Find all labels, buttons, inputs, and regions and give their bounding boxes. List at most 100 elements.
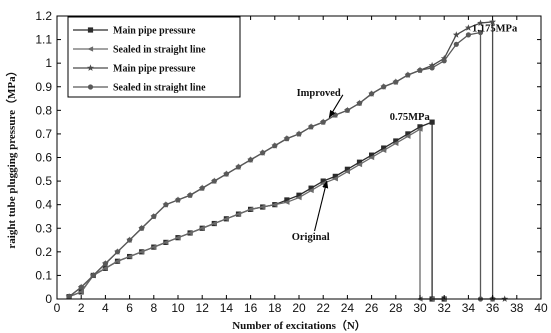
- series-2-point: [235, 211, 242, 217]
- series-2-point: [174, 235, 181, 241]
- x-tick-label: 30: [413, 301, 427, 315]
- legend-label: Main pipe pressure: [113, 64, 196, 75]
- series-2-point: [295, 194, 302, 201]
- series-2-point: [126, 253, 133, 260]
- legend-marker: [87, 46, 94, 52]
- series-2-point: [271, 202, 278, 208]
- x-tick-label: 18: [268, 301, 282, 315]
- series-3-point: [428, 61, 436, 69]
- series-4-point: [393, 79, 399, 85]
- series-4-point: [102, 261, 108, 267]
- y-tick-label: 0.1: [35, 268, 52, 282]
- x-tick-label: 16: [244, 301, 258, 315]
- annotation-improved-arrow: [328, 94, 344, 119]
- series-2-point: [404, 133, 411, 139]
- series-4-point: [296, 131, 302, 137]
- series-4-point: [344, 107, 350, 113]
- x-tick-label: 22: [317, 301, 331, 315]
- series-1-point: [332, 173, 338, 179]
- series-4: [66, 29, 496, 302]
- x-tick-label: 38: [510, 301, 524, 315]
- series-4-point: [163, 202, 169, 208]
- series-3-point: [452, 31, 460, 38]
- x-tick-label: 36: [486, 301, 500, 315]
- series-3-point: [477, 19, 484, 26]
- x-tick-label: 34: [462, 301, 476, 315]
- series-2-point: [259, 204, 266, 210]
- series-4-point: [66, 294, 72, 300]
- series-4-point: [260, 150, 266, 156]
- annotations-layer: Improved Original 0.75MPa 1.175MPa: [292, 23, 518, 243]
- series-2-point: [307, 187, 314, 194]
- series-1-point: [284, 197, 290, 203]
- y-tick-label: 0.6: [35, 151, 52, 165]
- x-tick-label: 12: [196, 301, 210, 315]
- x-tick-label: 0: [54, 301, 61, 315]
- x-tick-label: 20: [292, 301, 306, 315]
- x-axis-label: Number of excitations（N）: [232, 319, 366, 332]
- y-tick-label: 0: [45, 292, 52, 306]
- annotation-original-arrow: [314, 180, 329, 232]
- legend-entry-4: Sealed in straight line: [73, 83, 206, 94]
- legend-label: Sealed in straight line: [113, 45, 206, 56]
- series-4-point: [465, 32, 471, 38]
- series-1-point: [356, 159, 363, 165]
- series-4-point: [114, 249, 121, 255]
- y-tick-label: 0.3: [35, 221, 52, 235]
- series-4-point: [78, 284, 84, 290]
- series-4-point: [90, 272, 96, 279]
- series-4-point: [151, 213, 157, 220]
- series-2-point: [78, 289, 84, 295]
- y-axis-label: raight tube plugging pressure（MPa）: [5, 65, 18, 248]
- series-4-point: [417, 67, 423, 73]
- series-4-point: [127, 237, 133, 243]
- series-4-point: [223, 171, 229, 177]
- series-4-point: [248, 157, 254, 163]
- y-tick-label: 0.5: [35, 174, 52, 188]
- series-2-point: [416, 126, 423, 132]
- series-4-point: [139, 225, 145, 231]
- series-2-point: [138, 249, 145, 255]
- series-2-point: [368, 154, 375, 161]
- series-3-point: [489, 18, 497, 25]
- series-4-point: [405, 72, 411, 78]
- series-1-point: [369, 152, 375, 158]
- series-4-point: [453, 41, 459, 47]
- annotation-original: Original: [292, 232, 330, 243]
- legend-marker: [87, 84, 94, 90]
- y-tick-label: 1: [45, 56, 52, 70]
- legend-marker: [87, 64, 94, 71]
- x-tick-label: 32: [438, 301, 452, 315]
- series-4-point: [235, 164, 242, 170]
- y-tick-label: 0.2: [35, 245, 52, 259]
- series-2-point: [199, 225, 205, 231]
- x-tick-label: 2: [78, 301, 85, 315]
- series-1-point: [429, 119, 435, 125]
- series-3-point: [464, 24, 472, 31]
- x-tick-label: 14: [220, 301, 234, 315]
- series-4-point: [356, 100, 363, 106]
- y-tick-label: 0.9: [35, 80, 52, 94]
- series-4-point: [332, 112, 338, 118]
- series-2-point: [211, 220, 217, 227]
- series-4-point: [381, 84, 387, 90]
- series-2-point: [283, 199, 290, 205]
- legend-marker: [87, 27, 94, 33]
- y-tick-label: 0.8: [35, 103, 52, 117]
- y-tick-label: 1.1: [35, 33, 52, 47]
- series-1-point: [308, 185, 314, 191]
- series-4-point: [187, 192, 193, 198]
- y-tick-label: 0.7: [35, 127, 52, 141]
- series-4-point: [429, 65, 435, 71]
- series-2-point: [392, 140, 399, 146]
- x-tick-label: 24: [341, 301, 355, 315]
- legend-label: Sealed in straight line: [113, 83, 206, 94]
- series-2-point: [102, 265, 108, 271]
- series-2-point: [186, 230, 193, 236]
- series-4-point: [175, 197, 181, 203]
- annotation-peak-improved: 1.175MPa: [472, 23, 518, 34]
- legend-entry-2: Sealed in straight line: [73, 45, 206, 56]
- series-2-point: [332, 176, 338, 182]
